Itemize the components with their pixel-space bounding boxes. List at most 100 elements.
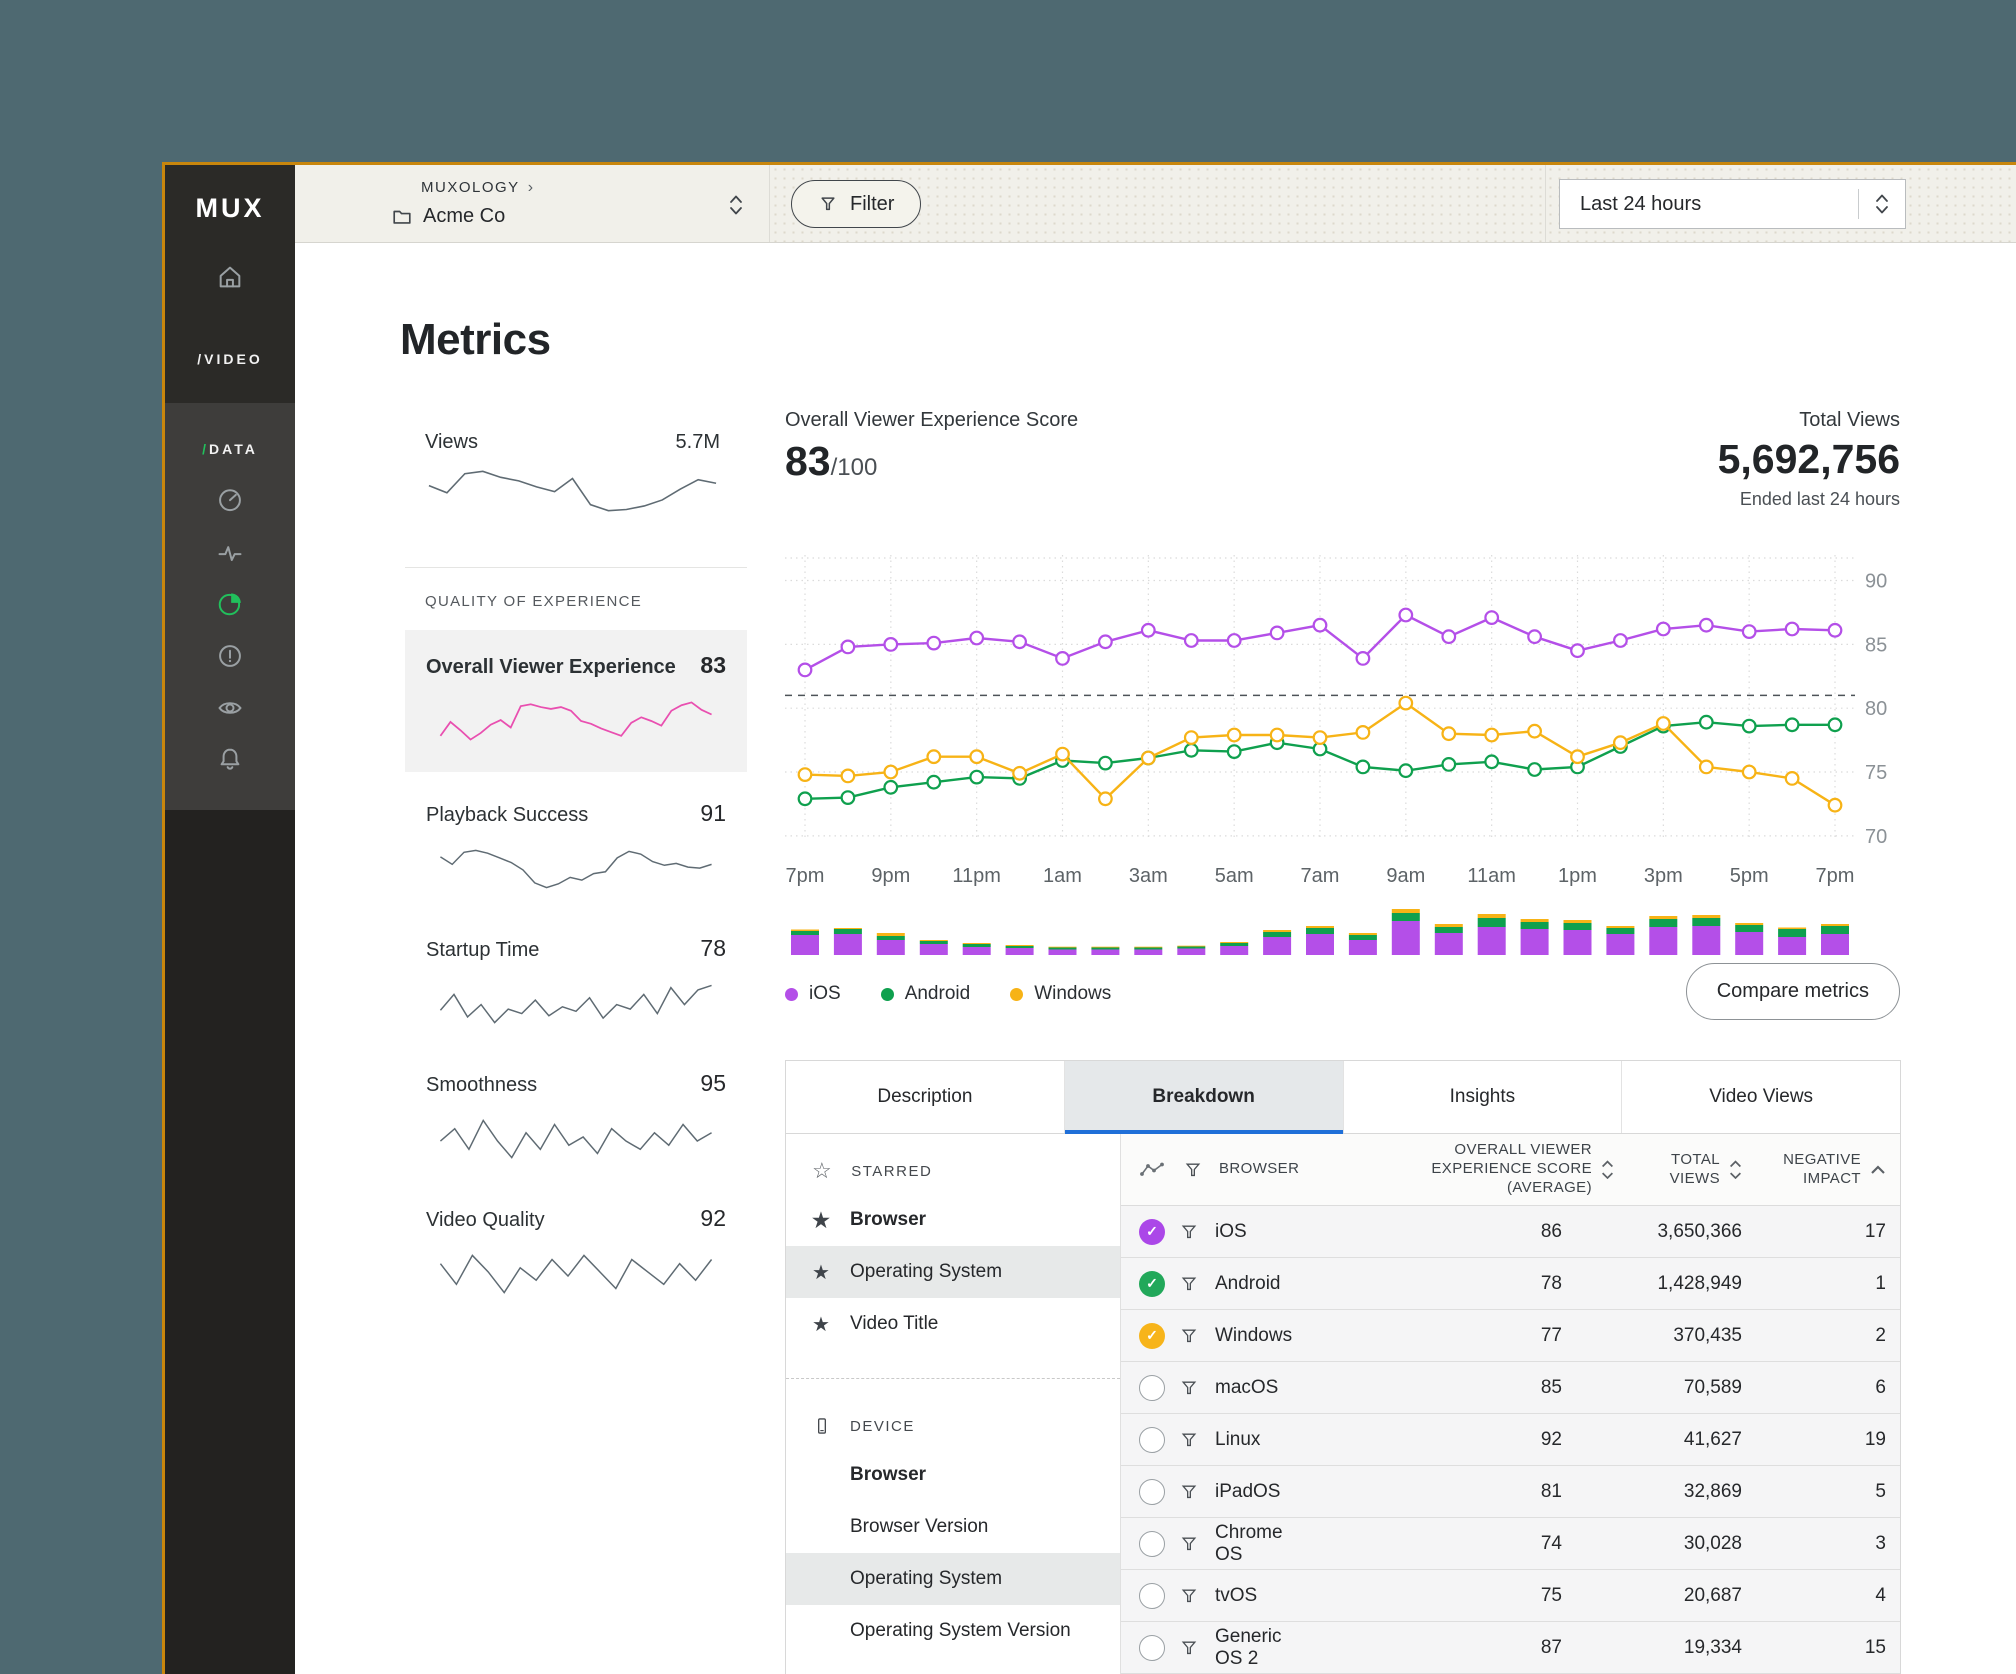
row-views: 19,334	[1683, 1636, 1742, 1658]
qoe-metric-card[interactable]: Overall Viewer Experience 83	[405, 630, 747, 772]
qoe-metric-card[interactable]: Video Quality 92	[405, 1205, 747, 1300]
legend-item[interactable]: Windows	[1010, 983, 1111, 1005]
funnel-icon[interactable]	[1179, 1586, 1199, 1606]
sidebar-item-data[interactable]: /DATA	[165, 441, 295, 457]
legend-item[interactable]: iOS	[785, 983, 841, 1005]
funnel-icon[interactable]	[1179, 1482, 1199, 1502]
row-score: 75	[1540, 1584, 1562, 1606]
x-tick-label: 11pm	[952, 865, 1001, 887]
funnel-icon[interactable]	[1179, 1638, 1199, 1658]
breadcrumb-org[interactable]: MUXOLOGY ›	[421, 179, 535, 197]
table-row-macos[interactable]: macOS 85 70,589 6	[1121, 1362, 1900, 1414]
select-chevrons-icon[interactable]	[725, 191, 747, 219]
funnel-icon[interactable]	[1179, 1222, 1199, 1242]
column-views-sort[interactable]: TOTAL VIEWS	[1614, 1151, 1742, 1189]
column-browser[interactable]: BROWSER	[1219, 1160, 1300, 1178]
sort-chevrons-icon	[1601, 1160, 1614, 1179]
breakdown-panel: Description Breakdown Insights Video Views …	[785, 1060, 1901, 1674]
row-score: 92	[1540, 1428, 1562, 1450]
sidebar-item-video[interactable]: /VIDEO	[165, 351, 295, 367]
metric-sparkline	[439, 984, 712, 1024]
table-row-linux[interactable]: Linux 92 41,627 19	[1121, 1414, 1900, 1466]
gauge-icon[interactable]	[216, 485, 244, 513]
star-icon[interactable]: ★	[812, 1209, 830, 1232]
alert-icon[interactable]	[216, 642, 244, 670]
total-views-label: Total Views	[1799, 409, 1900, 431]
sort-chevron-up-icon	[1871, 1165, 1885, 1174]
column-score-sort[interactable]: OVERALL VIEWER EXPERIENCE SCORE (AVERAGE…	[1314, 1141, 1614, 1197]
table-row-ios[interactable]: ✓ iOS 86 3,650,366 17	[1121, 1206, 1900, 1258]
funnel-icon[interactable]	[1179, 1534, 1199, 1554]
experience-score-chart[interactable]: 90 85 80 75 70	[785, 555, 1900, 855]
row-score: 77	[1540, 1324, 1562, 1346]
qoe-metric-card[interactable]: Startup Time 78	[405, 935, 747, 1030]
svg-text:85: 85	[1865, 634, 1887, 656]
tab-video-views[interactable]: Video Views	[1622, 1061, 1900, 1133]
pulse-icon[interactable]	[216, 539, 244, 567]
checked-circle-icon[interactable]: ✓	[1139, 1218, 1165, 1245]
views-metric[interactable]: Views 5.7M	[425, 431, 720, 454]
unchecked-circle-icon[interactable]	[1139, 1374, 1165, 1401]
dimension-item-label: Browser	[850, 1209, 927, 1230]
funnel-icon	[821, 197, 835, 211]
funnel-icon[interactable]	[1179, 1378, 1199, 1398]
svg-text:90: 90	[1865, 571, 1887, 593]
bell-icon[interactable]	[216, 745, 244, 773]
dimension-item-browser-version[interactable]: Browser Version	[786, 1501, 1120, 1553]
funnel-icon[interactable]	[1179, 1274, 1199, 1294]
funnel-icon[interactable]	[1179, 1326, 1199, 1346]
checked-circle-icon[interactable]: ✓	[1139, 1270, 1165, 1297]
dimension-item-browser[interactable]: Browser	[786, 1449, 1120, 1501]
unchecked-circle-icon[interactable]	[1139, 1634, 1165, 1661]
row-name: Generic OS 2	[1215, 1625, 1282, 1669]
checked-circle-icon[interactable]: ✓	[1139, 1322, 1165, 1349]
dimension-item-browser[interactable]: ★ Browser	[786, 1194, 1120, 1246]
column-impact-sort[interactable]: NEGATIVE IMPACT	[1742, 1151, 1900, 1189]
qoe-metric-card[interactable]: Playback Success 91	[405, 800, 747, 895]
pie-chart-icon[interactable]	[216, 590, 244, 618]
environment-name: Acme Co	[423, 205, 506, 227]
star-icon[interactable]: ★	[812, 1313, 830, 1336]
dimension-item-operating-system[interactable]: Operating System	[786, 1553, 1120, 1605]
qoe-metric-card[interactable]: Smoothness 95	[405, 1070, 747, 1165]
tab-insights[interactable]: Insights	[1343, 1061, 1623, 1133]
table-row-generic-os-2[interactable]: Generic OS 2 87 19,334 15	[1121, 1622, 1900, 1674]
unchecked-circle-icon[interactable]	[1139, 1530, 1165, 1557]
home-icon[interactable]	[216, 263, 244, 291]
environment-switcher[interactable]: Acme Co	[391, 205, 505, 228]
metric-divider	[405, 567, 747, 568]
dimension-item-video-title[interactable]: ★ Video Title	[786, 1298, 1120, 1350]
time-range-select[interactable]: Last 24 hours	[1559, 179, 1906, 229]
table-row-tvos[interactable]: tvOS 75 20,687 4	[1121, 1570, 1900, 1622]
funnel-icon[interactable]	[1179, 1430, 1199, 1450]
legend-item[interactable]: Android	[880, 983, 970, 1005]
legend-label: iOS	[809, 983, 841, 1004]
table-row-windows[interactable]: ✓ Windows 77 370,435 2	[1121, 1310, 1900, 1362]
metric-lines-icon[interactable]	[1139, 1161, 1165, 1178]
row-views: 32,869	[1683, 1480, 1742, 1502]
dimension-item-operating-system-version[interactable]: Operating System Version	[786, 1605, 1120, 1657]
views-volume-bars[interactable]	[785, 907, 1855, 957]
metric-value: 78	[700, 935, 726, 961]
star-icon[interactable]: ★	[812, 1261, 830, 1284]
tab-description[interactable]: Description	[786, 1061, 1065, 1133]
unchecked-circle-icon[interactable]	[1139, 1426, 1165, 1453]
row-views: 20,687	[1683, 1584, 1742, 1606]
table-row-chrome-os[interactable]: Chrome OS 74 30,028 3	[1121, 1518, 1900, 1570]
table-row-ipados[interactable]: iPadOS 81 32,869 5	[1121, 1466, 1900, 1518]
metric-value: 83	[700, 652, 726, 678]
mux-logo: MUX	[195, 193, 265, 223]
dimension-item-operating-system[interactable]: ★ Operating System	[786, 1246, 1120, 1298]
breadcrumb: MUXOLOGY › Acme Co	[295, 165, 770, 242]
compare-metrics-button[interactable]: Compare metrics	[1685, 963, 1900, 1020]
eye-icon[interactable]	[216, 694, 244, 722]
filter-button[interactable]: Filter	[791, 180, 922, 228]
unchecked-circle-icon[interactable]	[1139, 1478, 1165, 1505]
tab-breakdown[interactable]: Breakdown	[1064, 1061, 1344, 1134]
table-row-android[interactable]: ✓ Android 78 1,428,949 1	[1121, 1258, 1900, 1310]
funnel-icon[interactable]	[1183, 1160, 1203, 1180]
row-name: iPadOS	[1215, 1480, 1281, 1502]
unchecked-circle-icon[interactable]	[1139, 1582, 1165, 1609]
sidebar-data-section	[165, 403, 295, 810]
star-outline-icon: ☆	[812, 1158, 834, 1183]
